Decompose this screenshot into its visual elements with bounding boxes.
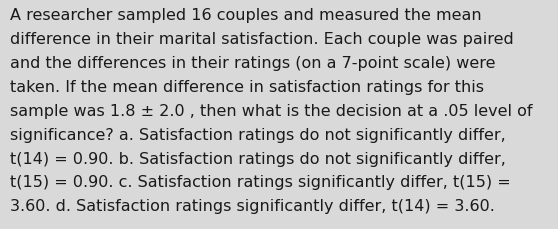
Text: sample was 1.8 ± 2.0 , then what is the decision at a .05 level of: sample was 1.8 ± 2.0 , then what is the …: [10, 103, 532, 118]
Text: t(14) = 0.90. b. Satisfaction ratings do not significantly differ,: t(14) = 0.90. b. Satisfaction ratings do…: [10, 151, 506, 166]
Text: taken. If the mean difference in satisfaction ratings for this: taken. If the mean difference in satisfa…: [10, 79, 484, 94]
Text: and the differences in their ratings (on a 7-point scale) were: and the differences in their ratings (on…: [10, 56, 496, 71]
Text: 3.60. d. Satisfaction ratings significantly differ, t(14) = 3.60.: 3.60. d. Satisfaction ratings significan…: [10, 199, 495, 213]
Text: difference in their marital satisfaction. Each couple was paired: difference in their marital satisfaction…: [10, 32, 514, 47]
Text: A researcher sampled 16 couples and measured the mean: A researcher sampled 16 couples and meas…: [10, 8, 482, 23]
Text: significance? a. Satisfaction ratings do not significantly differ,: significance? a. Satisfaction ratings do…: [10, 127, 506, 142]
Text: t(15) = 0.90. c. Satisfaction ratings significantly differ, t(15) =: t(15) = 0.90. c. Satisfaction ratings si…: [10, 175, 511, 190]
